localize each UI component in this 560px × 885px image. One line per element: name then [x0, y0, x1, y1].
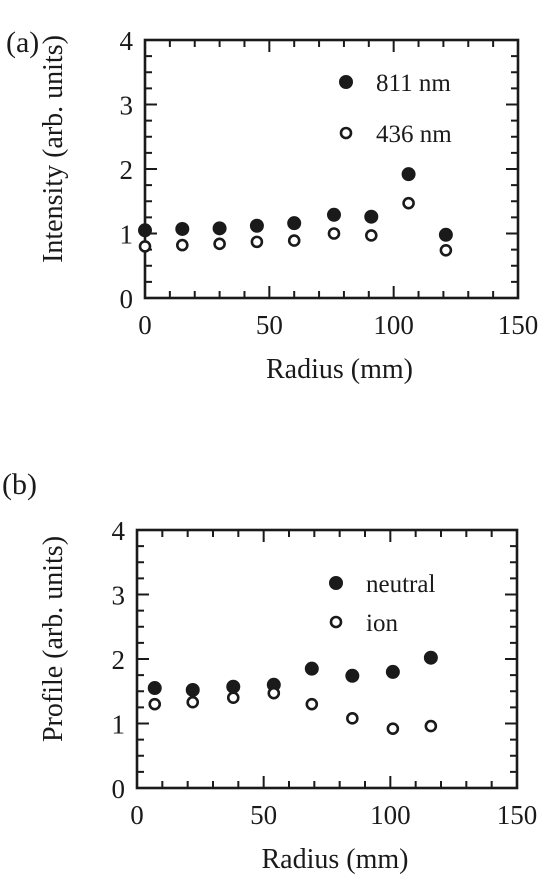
x-axis-title: Radius (mm) — [262, 844, 409, 875]
data-point-open — [439, 243, 453, 257]
data-point-open — [424, 719, 438, 733]
data-point-open — [386, 722, 400, 735]
data-point-open — [176, 238, 189, 252]
series-0 — [147, 650, 438, 697]
x-tick-label: 100 — [370, 800, 411, 830]
data-point-filled — [385, 664, 400, 679]
data-point-filled — [147, 681, 162, 696]
y-tick-label: 1 — [120, 220, 134, 250]
y-tick-label: 4 — [120, 26, 134, 56]
data-point-filled — [423, 650, 438, 665]
legend-marker — [339, 126, 353, 140]
data-point-filled — [212, 221, 227, 236]
panel-a: (a) 0 50 100 150 0 1 2 3 4 Radius (mm) Intensity (a… — [6, 26, 538, 385]
data-point-filled — [185, 682, 200, 697]
series-0 — [138, 167, 453, 242]
data-point-filled — [249, 218, 264, 233]
data-point-filled — [138, 223, 152, 238]
data-point-open — [138, 240, 152, 253]
x-tick-label: 0 — [130, 800, 144, 830]
series-1 — [138, 196, 453, 257]
y-tick-label: 0 — [120, 284, 134, 314]
y-tick-label: 1 — [112, 710, 126, 740]
x-tick-label: 50 — [256, 310, 283, 340]
y-tick-label: 3 — [112, 581, 126, 611]
data-point-open — [402, 196, 415, 210]
panel-label: (b) — [2, 468, 37, 501]
data-point-open — [213, 237, 226, 251]
y-tick-label: 2 — [112, 645, 126, 675]
data-point-open — [267, 686, 281, 700]
y-tick-label: 0 — [112, 774, 126, 804]
data-point-open — [148, 697, 162, 711]
x-tick-label: 150 — [498, 310, 539, 340]
panel-b: (b) 0 50 100 150 0 1 2 3 4 Radius (mm) Profile (arb… — [2, 468, 537, 875]
data-point-filled — [287, 216, 302, 231]
x-tick-label: 0 — [138, 310, 152, 340]
legend-marker — [329, 615, 343, 629]
data-point-open — [327, 227, 341, 240]
data-point-filled — [175, 221, 190, 236]
data-point-filled — [401, 167, 416, 182]
data-point-open — [250, 235, 264, 249]
data-point-filled — [326, 207, 341, 222]
x-tick-label: 100 — [373, 310, 414, 340]
x-tick-label: 50 — [250, 800, 277, 830]
plot-frame — [135, 528, 519, 790]
data-point-filled — [345, 668, 360, 683]
legend-marker — [339, 75, 353, 89]
y-tick-label: 2 — [120, 155, 134, 185]
plot-frame — [143, 38, 520, 300]
data-point-open — [226, 691, 240, 705]
y-axis-title: Profile (arb. units) — [38, 536, 69, 742]
panel-label: (a) — [6, 26, 39, 59]
y-axis-title: Intensity (arb. units) — [38, 35, 69, 263]
data-point-open — [287, 234, 301, 247]
data-point-filled — [304, 661, 319, 676]
y-tick-label: 4 — [112, 516, 126, 546]
y-tick-label: 3 — [120, 91, 134, 121]
x-axis-title: Radius (mm) — [266, 354, 413, 385]
legend-label: neutral — [366, 571, 435, 598]
legend-label: ion — [366, 610, 398, 637]
legend-label: 811 nm — [376, 70, 451, 97]
legend-marker — [329, 576, 343, 590]
data-point-open — [305, 697, 319, 711]
data-point-open — [364, 229, 378, 242]
legend-label: 436 nm — [376, 121, 452, 148]
data-point-filled — [438, 227, 453, 242]
data-point-filled — [226, 679, 241, 694]
series-1 — [148, 686, 438, 735]
data-point-open — [186, 695, 200, 709]
x-tick-label: 150 — [497, 800, 538, 830]
data-point-open — [346, 712, 359, 725]
data-point-filled — [364, 209, 379, 224]
